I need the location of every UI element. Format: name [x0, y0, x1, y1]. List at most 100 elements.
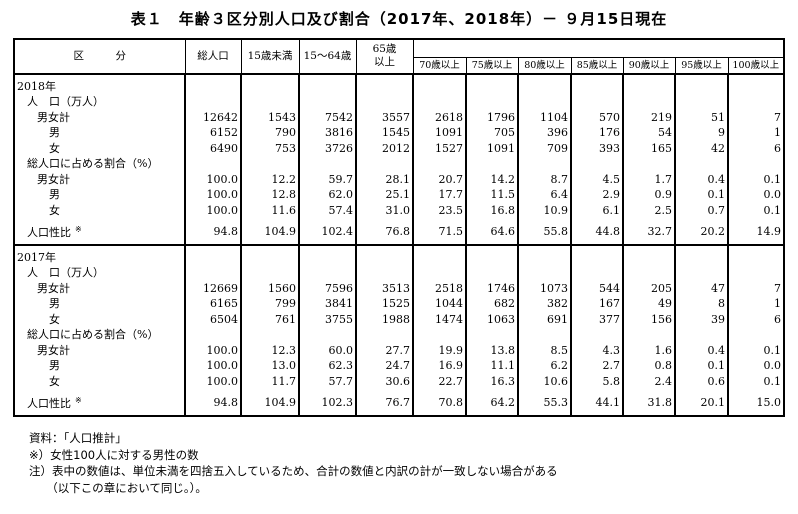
cell-value: 70.8	[412, 389, 467, 417]
cell-value	[184, 72, 242, 94]
cell-value	[240, 72, 300, 94]
cell-value: 1746	[465, 280, 519, 296]
cell-value: 31.8	[622, 389, 676, 417]
cell-value: 4.3	[570, 342, 624, 358]
cell-value	[298, 72, 357, 94]
cell-value: 44.1	[570, 389, 624, 417]
cell-value	[465, 72, 519, 94]
note-mark: ※	[75, 396, 82, 405]
cell-value	[622, 156, 676, 172]
cell-value: 0.9	[622, 187, 676, 203]
cell-value: 165	[622, 140, 676, 156]
cell-value: 691	[517, 311, 572, 327]
cell-value: 2.5	[622, 202, 676, 218]
cell-value	[184, 265, 242, 281]
cell-value: 27.7	[355, 342, 414, 358]
cell-value: 100.0	[184, 358, 242, 374]
cell-value: 25.1	[355, 187, 414, 203]
table-row: 人 口（万人）	[13, 94, 786, 110]
header-15-64: 15～64歳	[298, 38, 357, 74]
cell-value: 32.7	[622, 218, 676, 246]
cell-value: 57.4	[298, 202, 357, 218]
cell-value: 1796	[465, 109, 519, 125]
cell-value: 14.9	[726, 218, 786, 246]
cell-value: 0.0	[726, 358, 786, 374]
cell-value: 94.8	[184, 389, 242, 417]
row-label: 人口性比 ※	[13, 389, 186, 417]
cell-value: 14.2	[465, 171, 519, 187]
note-rounding: 注）表中の数値は、単位未満を四捨五入しているため、合計の数値と内訳の計が一致しな…	[29, 464, 558, 478]
row-label-text: 男女計	[37, 343, 70, 357]
cell-value: 1104	[517, 109, 572, 125]
cell-value: 16.9	[412, 358, 467, 374]
cell-value	[184, 94, 242, 110]
cell-value: 12.3	[240, 342, 300, 358]
cell-value: 705	[465, 125, 519, 141]
cell-value	[570, 243, 624, 265]
row-label: 総人口に占める割合（%）	[13, 156, 186, 172]
cell-value: 62.3	[298, 358, 357, 374]
table-row: 総人口に占める割合（%）	[13, 156, 786, 172]
cell-value	[622, 243, 676, 265]
row-label-text: 男	[49, 188, 60, 201]
cell-value: 3816	[298, 125, 357, 141]
cell-value: 1988	[355, 311, 414, 327]
cell-value: 20.7	[412, 171, 467, 187]
cell-value: 1044	[412, 296, 467, 312]
cell-value: 3513	[355, 280, 414, 296]
cell-value	[465, 327, 519, 343]
cell-value	[465, 243, 519, 265]
row-label: 男女計	[13, 342, 186, 358]
cell-value: 20.1	[674, 389, 729, 417]
cell-value	[240, 265, 300, 281]
cell-value: 1	[726, 125, 786, 141]
cell-value: 16.8	[465, 202, 519, 218]
cell-value: 8	[674, 296, 729, 312]
note-sex-ratio: ※）女性100人に対する男性の数	[29, 447, 199, 462]
cell-value: 9	[674, 125, 729, 141]
table-row: 女 100.0 11.7 57.7 30.6 22.7 16.3 10.6 5.8 2.4 0.6 0…	[13, 373, 786, 389]
row-label: 男女計	[13, 171, 186, 187]
cell-value: 3557	[355, 109, 414, 125]
cell-value	[726, 327, 786, 343]
cell-value: 2012	[355, 140, 414, 156]
row-label-text: 女	[49, 374, 60, 388]
note-rounding-cont: （以下この章において同じ。）。	[29, 480, 207, 495]
cell-value: 59.7	[298, 171, 357, 187]
cell-value: 102.4	[298, 218, 357, 246]
cell-value	[298, 327, 357, 343]
header-sub: 95歳以上	[674, 56, 729, 74]
cell-value: 1	[726, 296, 786, 312]
cell-value: 6.2	[517, 358, 572, 374]
cell-value: 13.8	[465, 342, 519, 358]
cell-value: 100.0	[184, 187, 242, 203]
cell-value: 30.6	[355, 373, 414, 389]
cell-value	[622, 327, 676, 343]
cell-value: 24.7	[355, 358, 414, 374]
table-row: 男 6165 799 3841 1525 1044 682 382 167 49 8 1	[13, 296, 786, 312]
row-label: 女	[13, 311, 186, 327]
cell-value: 0.1	[726, 202, 786, 218]
table-row: 男 100.0 13.0 62.3 24.7 16.9 11.1 6.2 2.7 0.8 0.1 0.…	[13, 358, 786, 374]
cell-value	[517, 94, 572, 110]
table-row: 男 100.0 12.8 62.0 25.1 17.7 11.5 6.4 2.9 0.9 0.1 0.…	[13, 187, 786, 203]
cell-value: 102.3	[298, 389, 357, 417]
row-label: 2017年	[13, 243, 186, 265]
row-label: 人 口（万人）	[13, 265, 186, 281]
cell-value: 7596	[298, 280, 357, 296]
cell-value: 3755	[298, 311, 357, 327]
cell-value	[240, 243, 300, 265]
cell-value: 5.8	[570, 373, 624, 389]
cell-value: 64.6	[465, 218, 519, 246]
cell-value	[298, 94, 357, 110]
cell-value	[674, 94, 729, 110]
cell-value	[674, 327, 729, 343]
row-label-text: 女	[49, 141, 60, 155]
cell-value	[412, 327, 467, 343]
cell-value	[726, 156, 786, 172]
row-label: 女	[13, 373, 186, 389]
cell-value: 3841	[298, 296, 357, 312]
cell-value: 51	[674, 109, 729, 125]
footnotes: 資料：「人口推計」 ※）女性100人に対する男性の数 注）表中の数値は、単位未満…	[29, 430, 558, 496]
cell-value	[622, 72, 676, 94]
